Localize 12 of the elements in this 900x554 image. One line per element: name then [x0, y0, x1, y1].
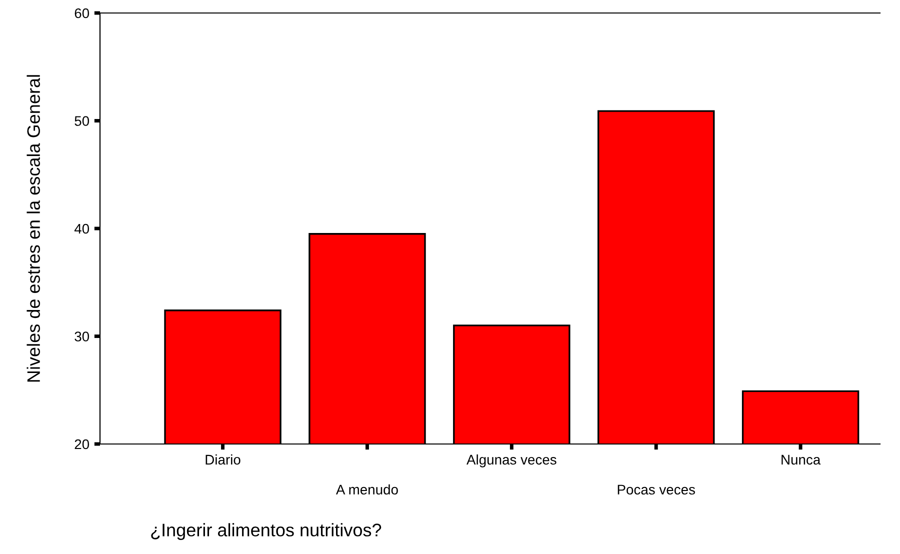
y-tick-label: 60 [74, 8, 90, 18]
x-tick-label: Diario [206, 454, 240, 465]
y-tick-label: 20 [74, 439, 90, 450]
x-tick-label: Algunas veces [466, 454, 556, 468]
x-tick-label: Pocas veces [618, 484, 695, 495]
y-axis-title: Niveles de estres en la escala General [26, 75, 40, 382]
y-tick-label: 50 [74, 116, 90, 126]
x-tick-label: A menudo [336, 484, 398, 495]
y-tick-label: 40 [74, 224, 90, 234]
x-axis-title: ¿Ingerir alimentos nutritivos? [151, 523, 382, 540]
y-tick-label: 30 [74, 332, 90, 342]
x-tick-label: Nunca [782, 454, 821, 465]
